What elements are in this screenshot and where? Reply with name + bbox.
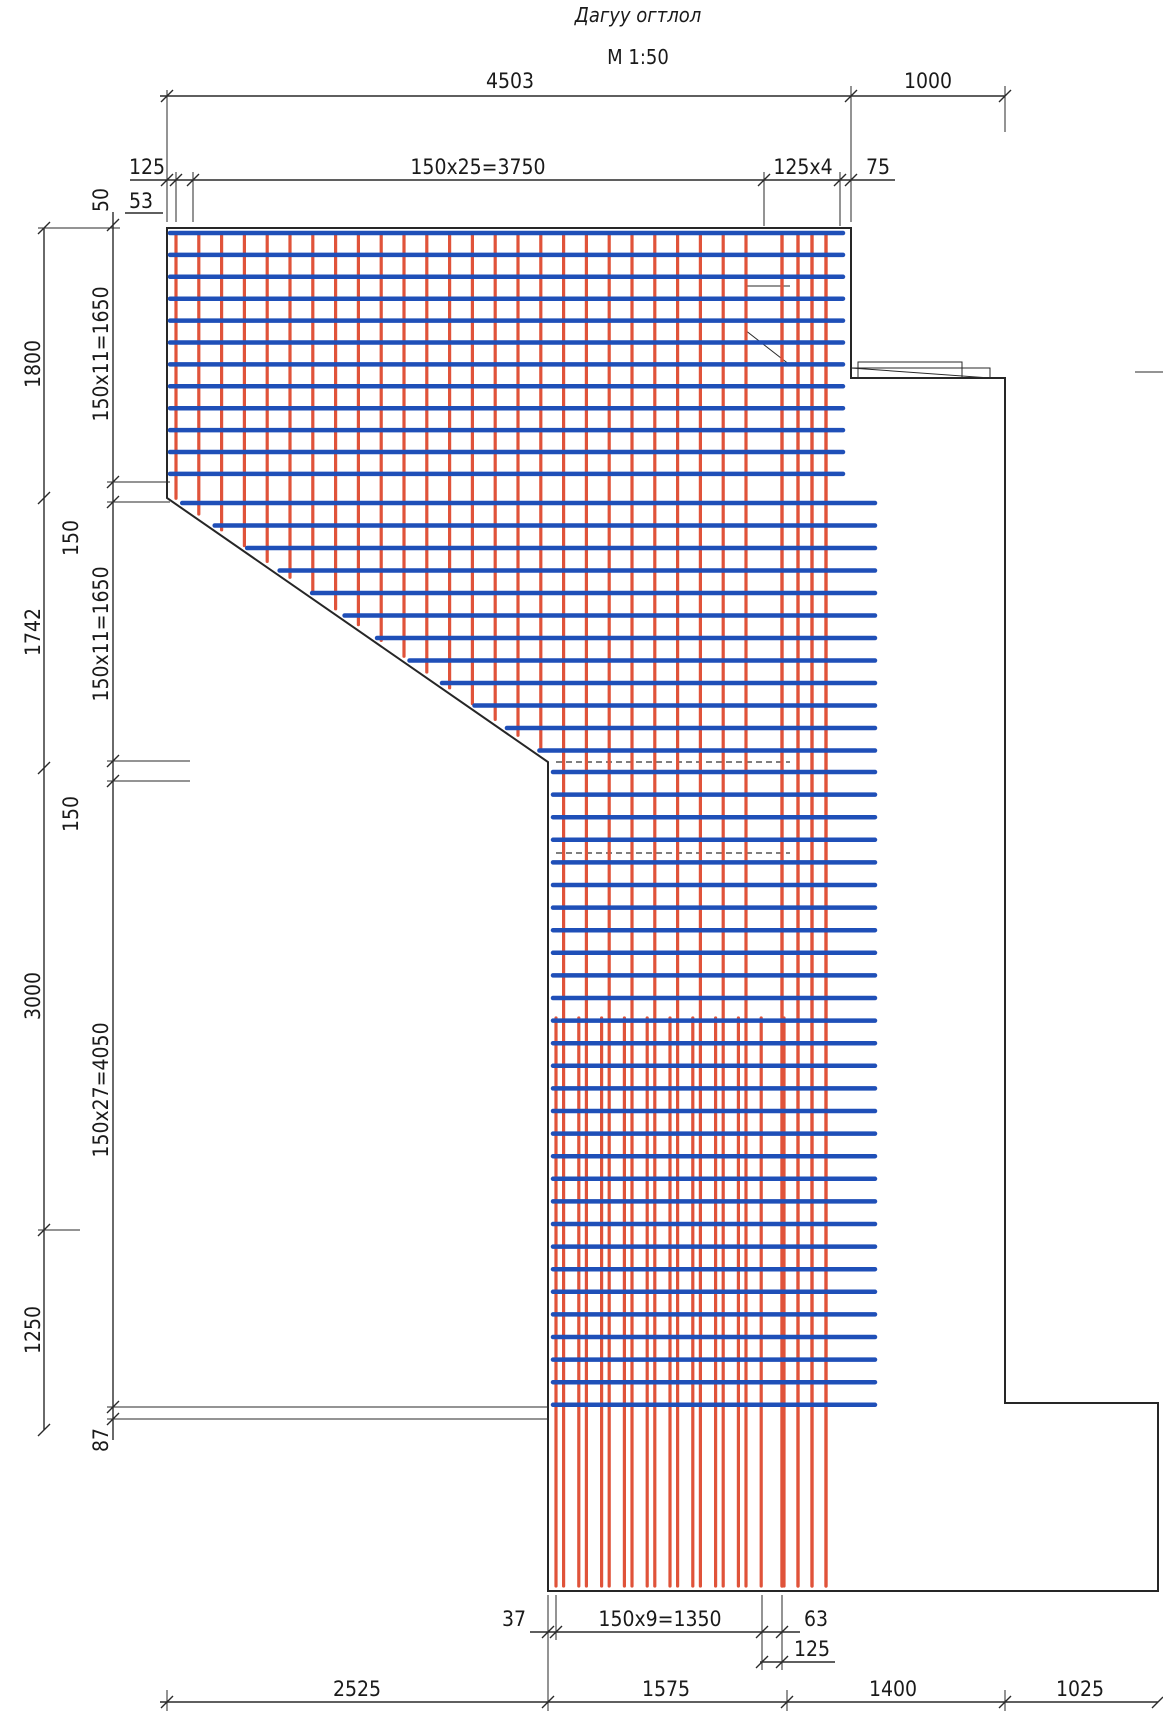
dim-bottom-spacing: 150x9=1350 [598,1607,721,1631]
dim-inner-sp2: 150x11=1650 [89,566,113,701]
dim-inner-sp1: 150x11=1650 [89,286,113,421]
dim-bottom-left-cover: 37 [502,1607,526,1631]
bottom-dimensions: 37 150x9=1350 63 125 2525 1575 1400 1025 [160,1595,1163,1711]
dim-top-right: 1000 [904,69,952,93]
dim-base-2: 1575 [642,1677,690,1701]
dim-top-right-cover: 75 [866,155,890,179]
dim-inner-sp3: 150x27=4050 [89,1022,113,1157]
dim-base-4: 1025 [1056,1677,1104,1701]
dim-inner-gap2: 150 [59,796,83,832]
drawing-title: Дагуу огтлол [574,3,702,27]
dim-left-h4: 1250 [21,1306,45,1354]
dim-top-left-offset: 125 [129,155,165,179]
dim-inner-bottom: 87 [89,1428,113,1452]
dim-base-3: 1400 [869,1677,917,1701]
tick-marks [160,89,1012,103]
tick-marks [160,173,858,187]
tick-marks [160,1695,1163,1709]
dim-top-edge-spacing: 125x4 [773,155,832,179]
dim-inner-gap1: 150 [59,520,83,556]
dim-left-h3: 3000 [21,972,45,1020]
dim-top-bar-spacing: 150x25=3750 [410,155,545,179]
horizontal-rebar-layer [167,230,878,1408]
dim-left-h2: 1742 [21,608,45,656]
drawing-scale: М 1:50 [607,45,669,69]
left-dimensions: 1800 1742 3000 1250 50 150x11=1650 150 1… [21,188,548,1452]
dim-cover-top: 50 [89,188,113,212]
dim-bottom-edge: 125 [794,1637,830,1661]
dim-top-overall: 4503 [486,69,534,93]
dim-bottom-gap: 63 [804,1607,828,1631]
dim-left-h1: 1800 [21,340,45,388]
dim-cover-left: 53 [129,189,153,213]
wall-outline [166,227,1159,1592]
dim-base-1: 2525 [333,1677,381,1701]
tick-marks [755,1655,789,1669]
top-ledge-2 [850,367,991,379]
top-ledge [857,361,963,379]
top-dimensions: 4503 1000 125 150x25=3750 125x4 75 53 [125,69,1012,226]
